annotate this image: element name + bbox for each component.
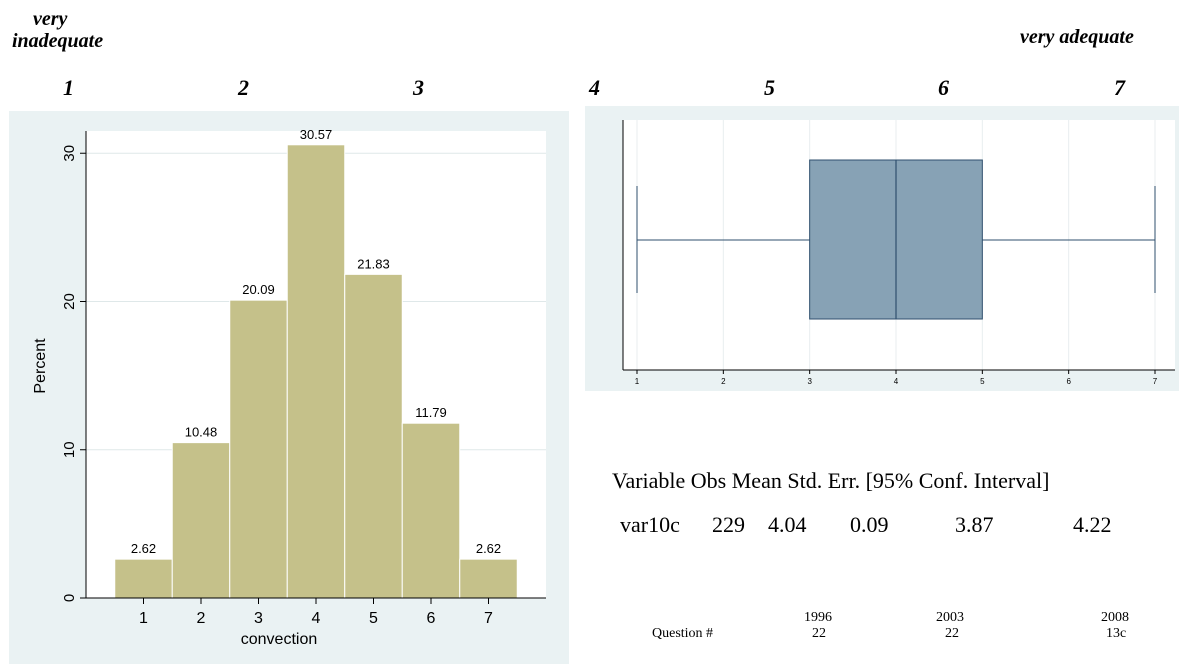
question-year-1996: 1996 [804,610,832,625]
x-tick-label: 6 [1066,377,1071,386]
histogram-bar [286,144,346,599]
question-year-2008: 2008 [1101,610,1129,625]
stats-header-row: Variable Obs Mean Std. Err. [95% Conf. I… [612,468,1049,494]
x-tick-label: 7 [484,610,493,627]
x-tick-label: 7 [1153,377,1158,386]
histogram-bar [401,422,461,599]
bar-value-label: 20.09 [242,282,275,297]
scale-number: 5 [764,75,775,100]
boxplot-chart: 1 2 3 4 5 6 7 [622,120,1175,386]
x-tick-label: 2 [721,377,726,386]
x-tick-label: 6 [427,610,436,627]
bar-value-label: 2.62 [476,541,501,556]
scale-number: 2 [238,75,249,100]
y-tick-label: 30 [61,145,78,162]
boxplot-panel: 1 2 3 4 5 6 7 [585,106,1179,391]
stats-header-std-err: Std. Err. [787,468,861,493]
stats-value-ci-low: 3.87 [955,512,994,537]
histogram-bar [459,558,518,599]
y-tick-label: 0 [61,594,78,602]
bar-value-label: 2.62 [131,541,156,556]
histogram-panel: 2.62 10.48 20.09 30.57 21.83 11.79 2.62 0 10 20 3… [9,111,569,664]
stats-value-ci-high: 4.22 [1073,512,1112,537]
x-tick-label: 1 [139,610,148,627]
histogram-chart: 2.62 10.48 20.09 30.57 21.83 11.79 2.62 0 10 20 3… [32,127,546,648]
y-tick-label: 20 [61,293,78,310]
stats-value-obs: 229 [712,512,745,537]
scale-left-label-line2: inadequate [12,30,104,52]
x-tick-label: 1 [635,377,640,386]
scale-number: 3 [413,75,424,100]
y-tick-label: 10 [61,441,78,458]
x-tick-label: 5 [369,610,378,627]
x-tick-label: 3 [807,377,812,386]
x-tick-label: 4 [312,610,321,627]
question-row-label: Question # [652,626,714,641]
stats-value-variable: var10c [620,512,680,537]
histogram-bar [229,299,288,599]
x-tick-label: 4 [894,377,899,386]
question-number-2003: 22 [945,626,959,641]
scale-number: 1 [63,75,74,100]
x-tick-label: 2 [197,610,206,627]
scale-left-label-line1: very [33,8,68,30]
bar-value-label: 30.57 [300,127,333,142]
histogram-bar [171,442,231,599]
question-year-2003: 2003 [936,610,964,625]
bar-value-label: 21.83 [357,256,390,271]
scale-number: 7 [1114,75,1125,100]
x-tick-label: 3 [254,610,263,627]
bar-value-label: 11.79 [415,405,447,420]
scale-number: 6 [938,75,949,100]
y-axis-label: Percent [32,338,49,394]
stats-header-mean: Mean [731,468,782,493]
stats-value-mean: 4.04 [768,512,807,537]
scale-number: 4 [589,75,600,100]
histogram-bar [114,558,173,599]
question-number-2008: 13c [1106,626,1127,641]
x-tick-label: 5 [980,377,985,386]
stats-value-std-err: 0.09 [850,512,889,537]
stats-header-obs: Obs [690,468,727,493]
stats-header-conf-interval: [95% Conf. Interval] [865,468,1050,493]
bar-value-label: 10.48 [185,425,218,440]
histogram-bar [344,273,403,599]
scale-right-label: very adequate [1020,26,1134,48]
stats-header-variable: Variable [612,468,686,493]
question-number-1996: 22 [812,626,826,641]
x-axis-label: convection [241,631,318,648]
